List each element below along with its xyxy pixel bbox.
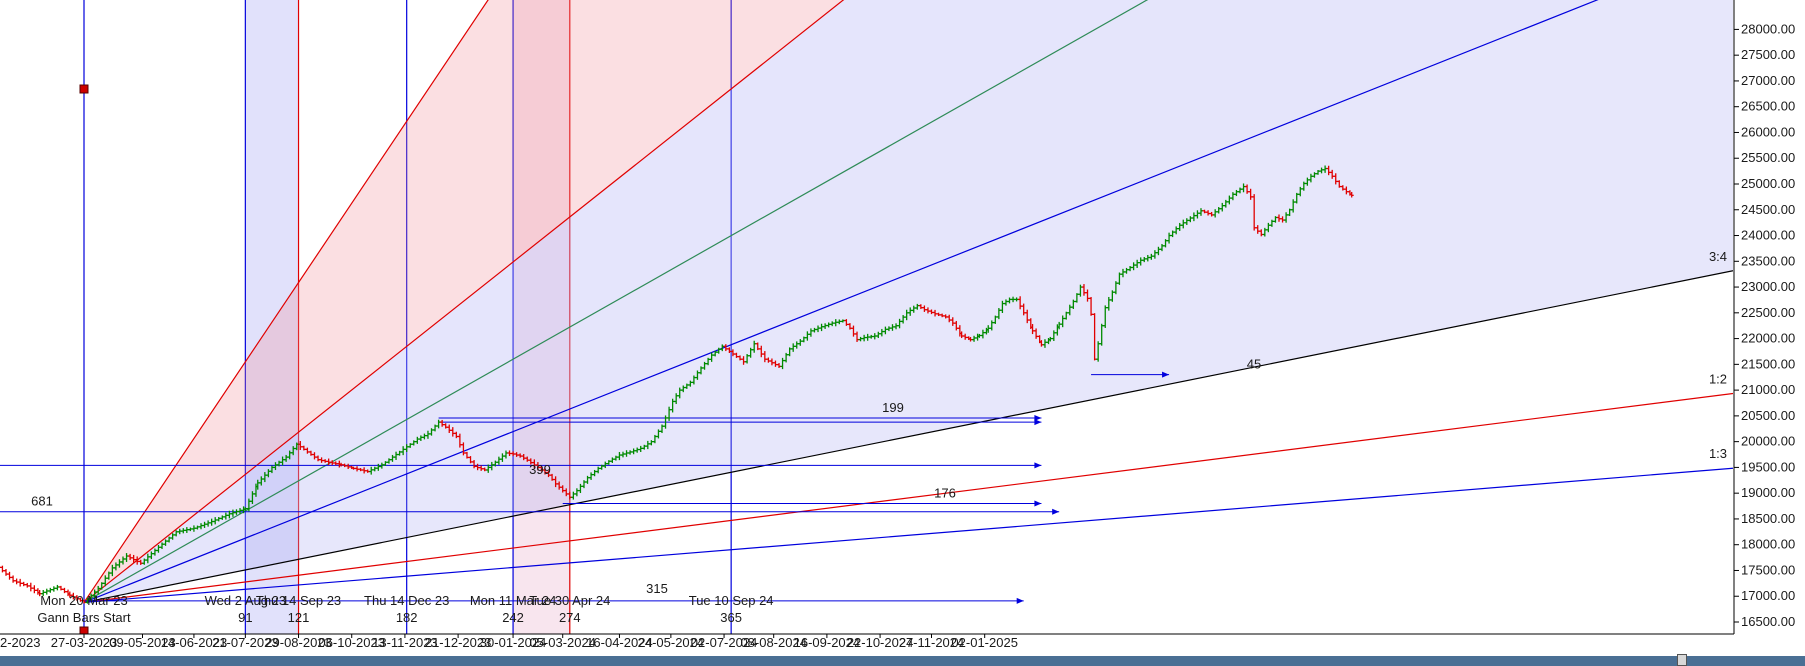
x-tick-label-18: 02-01-2025 (951, 635, 1018, 650)
gann-angle-label-0: 3:4 (1709, 249, 1727, 264)
x-tick-label-2: 09-05-2023 (109, 635, 176, 650)
y-tick-label-12: 22500.00 (1741, 305, 1795, 320)
x-tick-label-16: 22-10-2024 (847, 635, 914, 650)
projection-arrow-0 (1052, 508, 1060, 515)
projection-arrow-4 (1034, 500, 1042, 507)
x-axis: 2-2023 27-03-202309-05-202314-06-202321-0… (0, 633, 1734, 650)
y-tick-label-6: 19500.00 (1741, 459, 1795, 474)
x-tick-label-4: 21-07-2023 (212, 635, 279, 650)
projection-label-4: 176 (934, 485, 956, 500)
fan-ray-4 (83, 270, 1733, 604)
fan-ray-1 (83, 0, 845, 603)
y-tick-label-21: 27000.00 (1741, 73, 1795, 88)
y-tick-label-22: 27500.00 (1741, 47, 1795, 62)
projection-label-0: 681 (31, 494, 53, 509)
origin-marker-top (79, 84, 89, 94)
x-tick-label-3: 14-06-2023 (161, 635, 228, 650)
fan-ray-2 (83, 0, 1149, 603)
shaded-zone-0 (245, 0, 299, 634)
projection-arrow-6 (1016, 597, 1024, 604)
cycle-date-label-0: Mon 20 Mar 23 (40, 593, 127, 608)
x-tick-label-11: 16-04-2024 (586, 635, 653, 650)
projection-arrow-2 (1034, 419, 1042, 426)
gann-angle-label-2: 1:3 (1709, 446, 1727, 461)
gann-angle-label-1: 1:2 (1709, 371, 1727, 386)
cycle-date-label-5: Tue 30 Apr 24 (529, 593, 610, 608)
x-tick-label-9: 30-01-2024 (480, 635, 547, 650)
gann-fan (83, 0, 1733, 604)
y-tick-label-0: 16500.00 (1741, 614, 1795, 629)
x-tick-label-8: 21-12-2023 (425, 635, 492, 650)
x-tick-label-17: 27-11-2024 (899, 635, 965, 650)
projection-label-2: 399 (529, 462, 551, 477)
x-tick-label-1: 27-03-2023 (51, 635, 118, 650)
y-tick-label-19: 26000.00 (1741, 124, 1795, 139)
y-axis: 16500.00 17000.00 17500.00 18000.00 18500.00… (1733, 0, 1795, 634)
shaded-zones (245, 0, 570, 634)
cycle-date-label-4: Mon 11 Mar 24 (470, 593, 556, 608)
cycle-count-label-6: 365 (720, 610, 742, 625)
x-tick-label-6: 06-10-2023 (318, 635, 385, 650)
y-tick-label-1: 17000.00 (1741, 588, 1795, 603)
cycle-date-label-3: Thu 14 Dec 23 (364, 593, 449, 608)
x-tick-label-13: 02-07-2024 (691, 635, 758, 650)
projection-label-6: 315 (646, 581, 668, 596)
projection-label-5: 45 (1247, 357, 1261, 372)
y-tick-label-7: 20000.00 (1741, 434, 1795, 449)
price-series (0, 165, 1354, 604)
projection-arrow-1 (1034, 462, 1042, 469)
origin-marker-bottom (79, 626, 89, 635)
y-tick-label-15: 24000.00 (1741, 228, 1795, 243)
cycle-date-label-6: Tue 10 Sep 24 (689, 593, 774, 608)
y-tick-label-3: 18000.00 (1741, 537, 1795, 552)
y-tick-label-23: 28000.00 (1741, 21, 1795, 36)
y-tick-label-11: 22000.00 (1741, 331, 1795, 346)
y-tick-label-2: 17500.00 (1741, 562, 1795, 577)
y-tick-label-4: 18500.00 (1741, 511, 1795, 526)
cycle-count-label-5: 274 (559, 610, 581, 625)
y-tick-label-14: 23500.00 (1741, 253, 1795, 268)
cycle-date-label-2: Thu 14 Sep 23 (256, 593, 341, 608)
y-tick-label-16: 24500.00 (1741, 202, 1795, 217)
x-tick-label-0: 2-2023 (0, 635, 40, 650)
shaded-zone-1 (513, 0, 570, 634)
y-tick-label-8: 20500.00 (1741, 408, 1795, 423)
projection-arrow-3 (1034, 414, 1042, 421)
x-tick-label-5: 29-08-2023 (265, 635, 332, 650)
y-tick-label-5: 19000.00 (1741, 485, 1795, 500)
x-tick-label-7: 13-11-2023 (372, 635, 438, 650)
y-tick-label-9: 21000.00 (1741, 382, 1795, 397)
x-tick-label-14: 08-08-2024 (740, 635, 807, 650)
x-tick-label-10: 05-03-2024 (529, 635, 596, 650)
cycle-count-label-1: 91 (238, 610, 252, 625)
cycle-date-label-1: Wed 2 Aug 23 (205, 593, 286, 608)
time-cycle-lines (83, 0, 732, 634)
y-tick-label-13: 23000.00 (1741, 279, 1795, 294)
horizontal-scrollbar[interactable] (0, 656, 1805, 666)
gann-bars-start-label: Gann Bars Start (37, 610, 131, 625)
x-tick-label-15: 16-09-2024 (794, 635, 861, 650)
fan-band-3 (84, 0, 1733, 603)
cycle-count-label-2: 121 (288, 610, 310, 625)
scrollbar-thumb[interactable] (1677, 654, 1687, 666)
y-tick-label-10: 21500.00 (1741, 356, 1795, 371)
fan-ray-6 (83, 467, 1733, 604)
horizontal-projections (0, 371, 1170, 604)
y-tick-label-17: 25000.00 (1741, 176, 1795, 191)
y-tick-label-20: 26500.00 (1741, 99, 1795, 114)
fan-ray-5 (83, 392, 1733, 604)
fan-ray-0 (83, 0, 489, 603)
y-tick-label-18: 25500.00 (1741, 150, 1795, 165)
cycle-count-label-4: 242 (502, 610, 524, 625)
fan-ray-3 (83, 0, 1599, 603)
projection-arrow-5 (1162, 371, 1170, 378)
x-tick-label-12: 24-05-2024 (638, 635, 705, 650)
annotation-labels: Mon 20 Mar 23 Wed 2 Aug 23 91 Thu 14 Sep 23… (31, 84, 1727, 635)
cycle-count-label-3: 182 (396, 610, 418, 625)
projection-label-3: 199 (882, 400, 904, 415)
